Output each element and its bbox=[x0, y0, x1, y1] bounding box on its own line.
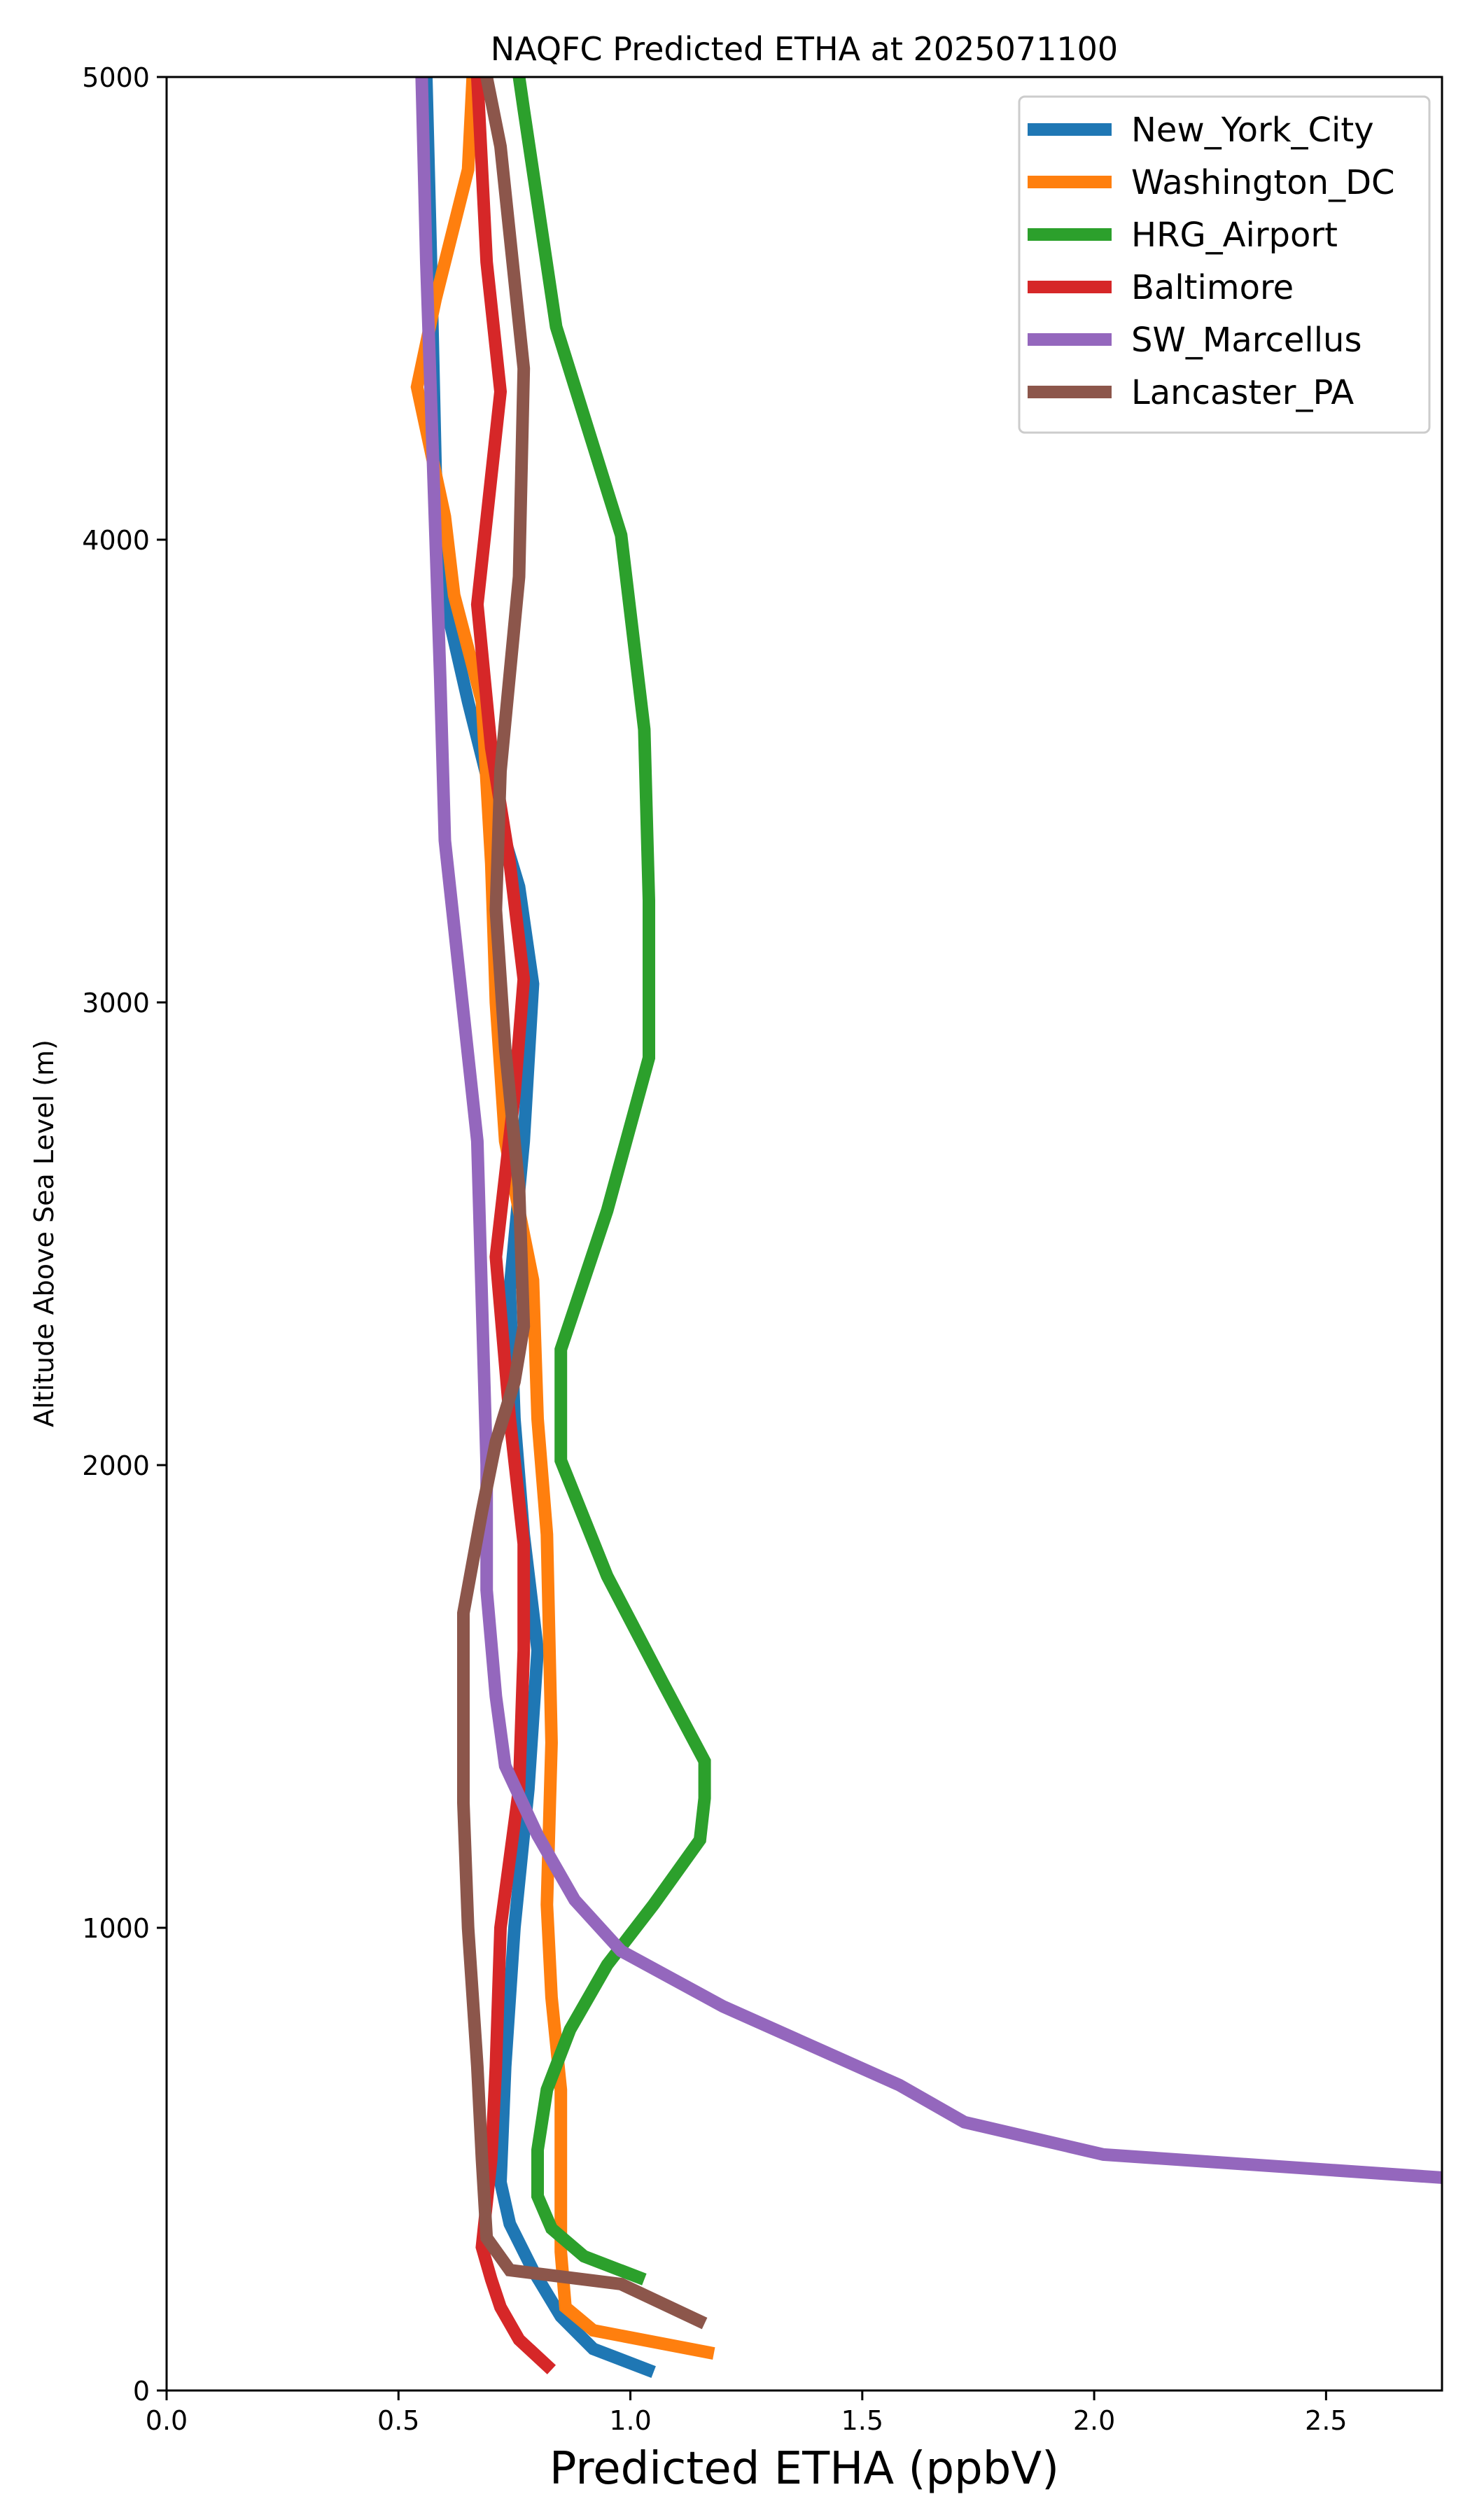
series-line-sw-marcellus bbox=[415, 77, 1442, 2184]
y-tick-label: 2000 bbox=[82, 1450, 150, 1481]
series-lines bbox=[410, 77, 1442, 2379]
legend-label: Baltimore bbox=[1131, 268, 1294, 307]
x-tick-label: 2.0 bbox=[1073, 2405, 1115, 2436]
y-tick-label: 5000 bbox=[82, 62, 150, 93]
y-axis-label: Altitude Above Sea Level (m) bbox=[29, 1040, 59, 1427]
x-axis-label: Predicted ETHA (ppbV) bbox=[550, 2443, 1059, 2495]
legend-label: Lancaster_PA bbox=[1131, 373, 1354, 412]
legend-label: New_York_City bbox=[1131, 111, 1374, 150]
legend-label: HRG_Airport bbox=[1131, 216, 1338, 255]
y-tick-label: 0 bbox=[133, 2376, 150, 2407]
legend-box bbox=[1018, 95, 1431, 434]
legend-label: Washington_DC bbox=[1131, 163, 1395, 202]
x-tick-label: 1.0 bbox=[609, 2405, 651, 2436]
plot-frame bbox=[165, 76, 1443, 2392]
chart-title: NAQFC Predicted ETHA at 2025071100 bbox=[491, 30, 1118, 68]
x-tick-label: 1.5 bbox=[841, 2405, 883, 2436]
x-tick-label: 0.5 bbox=[377, 2405, 419, 2436]
y-tick-label: 4000 bbox=[82, 525, 150, 556]
x-tick-label: 0.0 bbox=[146, 2405, 188, 2436]
series-line-lancaster-pa bbox=[457, 77, 708, 2330]
y-tick-label: 1000 bbox=[82, 1913, 150, 1944]
series-line-hrg-airport bbox=[512, 77, 711, 2286]
legend: New_York_City Washington_DC HRG_Airport Bal… bbox=[1018, 95, 1431, 434]
legend-label: SW_Marcellus bbox=[1131, 321, 1362, 360]
y-tick-label: 3000 bbox=[82, 988, 150, 1018]
y-axis: 0 1000 2000 3000 4000 5000 bbox=[82, 62, 167, 2407]
x-axis: 0.0 0.5 1.0 1.5 2.0 2.5 bbox=[146, 2390, 1348, 2436]
x-tick-label: 2.5 bbox=[1305, 2405, 1347, 2436]
series-line-baltimore bbox=[470, 77, 556, 2374]
